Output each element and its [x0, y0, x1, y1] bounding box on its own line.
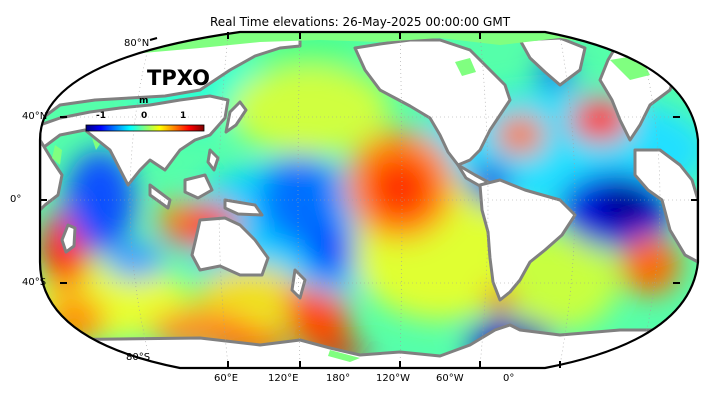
colorbar-unit: m — [139, 96, 149, 106]
land-new-zealand — [290, 268, 307, 300]
land-australia — [190, 216, 270, 277]
lon-label-120w: 120°W — [376, 373, 410, 384]
globe-frame — [38, 30, 700, 370]
land-africa-west — [633, 148, 698, 264]
lat-label-80n: 80°N — [124, 38, 150, 49]
land-madagascar — [60, 223, 77, 254]
land-south-america — [478, 178, 577, 302]
lon-label-60w: 60°W — [436, 373, 464, 384]
lat-label-80s: 80°S — [126, 352, 151, 363]
colorbar-tick-zero: 0 — [141, 111, 148, 121]
graticule — [40, 32, 698, 368]
land-greenland — [518, 36, 587, 87]
map-title: Real Time elevations: 26-May-2025 00:00:… — [209, 15, 511, 29]
land-arabia-india — [40, 94, 230, 187]
lon-label-0: 0° — [503, 373, 515, 384]
lat-label-40s: 40°S — [22, 277, 47, 288]
lat-label-0: 0° — [10, 194, 22, 205]
ice-accents — [40, 32, 698, 362]
ice-red-sea — [52, 145, 62, 165]
lon-label-120e: 120°E — [268, 373, 299, 384]
colorbar — [85, 124, 205, 132]
ice-antarctic-shelf — [328, 350, 360, 362]
land-sumatra — [148, 183, 172, 210]
ice-hudson — [455, 58, 476, 76]
land-borneo — [183, 173, 214, 200]
ice-arctic — [40, 32, 698, 60]
ice-persian-gulf — [92, 138, 100, 150]
lon-label-60e: 60°E — [214, 373, 239, 384]
product-label: TPXO — [147, 66, 211, 90]
colorbar-tick-pos: 1 — [180, 111, 187, 121]
colorbar-tick-neg: -1 — [96, 111, 106, 121]
colorbar-gradient — [86, 125, 204, 131]
land-philippines — [206, 148, 220, 172]
land-new-guinea — [223, 198, 264, 217]
map-ticks — [40, 32, 698, 368]
lat-label-40n: 40°N — [22, 111, 48, 122]
land-africa — [40, 138, 64, 212]
lon-label-180: 180° — [326, 373, 351, 384]
